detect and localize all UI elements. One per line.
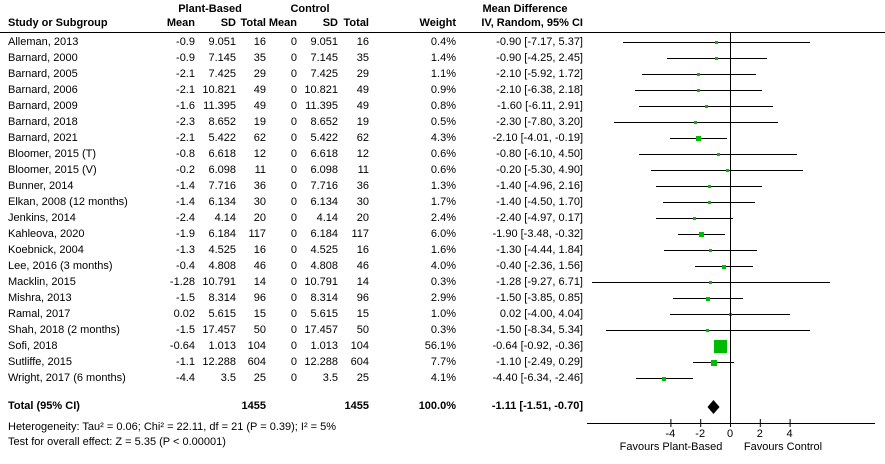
mean-plant-header: Mean (166, 17, 195, 29)
heterogeneity-stats: Heterogeneity: Tau² = 0.06; Chi² = 22.11… (8, 421, 337, 433)
study-column-header: Study or Subgroup (8, 17, 108, 29)
total-plant-header: Total (240, 17, 266, 29)
md-sub-header: IV, Random, 95% CI (481, 17, 583, 29)
favours-right-label: Favours Control (743, 441, 823, 453)
mean-control-header: Mean (268, 17, 297, 29)
summary-diamond (707, 400, 720, 414)
favours-left-label: Favours Plant-Based (619, 441, 723, 453)
total-control-header: Total (343, 17, 369, 29)
group-header-plant-based: Plant-Based (178, 3, 242, 15)
group-header-control: Control (290, 3, 330, 15)
header-divider-line (0, 32, 885, 33)
overall-effect-stats: Test for overall effect: Z = 5.35 (P < 0… (8, 436, 226, 448)
sd-plant-header: SD (220, 17, 236, 29)
md-column-title: Mean Difference (482, 3, 568, 15)
weight-header: Weight (419, 17, 456, 29)
sd-control-header: SD (322, 17, 338, 29)
